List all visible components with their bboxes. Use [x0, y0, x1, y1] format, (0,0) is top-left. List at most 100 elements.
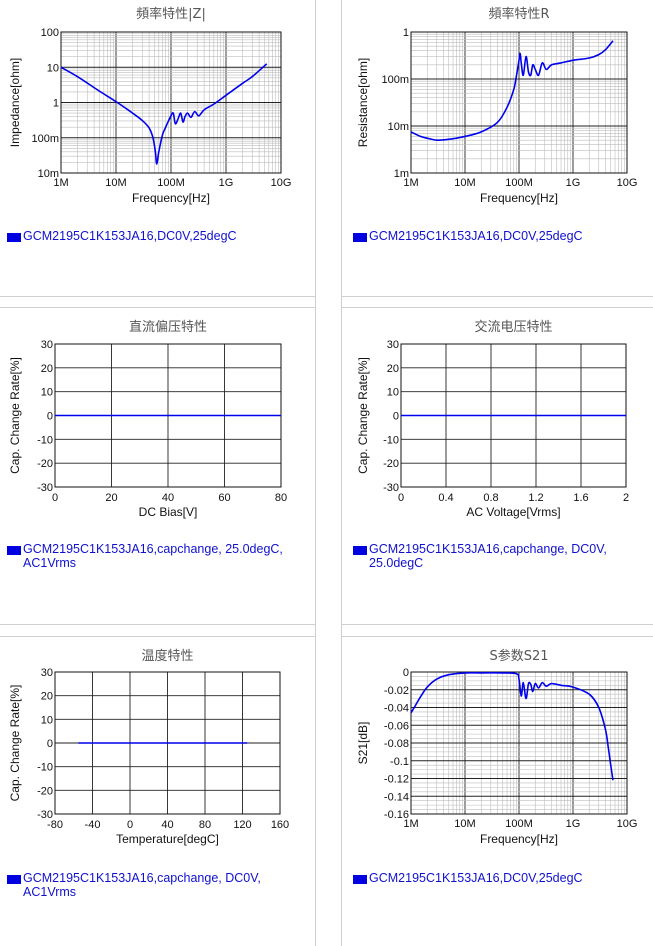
x-tick-label: 0	[398, 492, 404, 504]
temperature-chart: 温度特性 -80 -40 0 40 80 120 160 -30 -20 -10 0 10 20 30 Tem…	[8, 648, 289, 846]
plot-frame	[54, 671, 281, 815]
ac-voltage-chart: 交流电压特性 0 0.4 0.8 1.2 1.6 2 -30 -20 -10 0 10 20 30 AC V…	[356, 319, 629, 519]
y-axis-label: S21[dB]	[356, 722, 370, 765]
row-separator	[0, 624, 316, 625]
y-tick-label: 1	[53, 98, 59, 110]
chart-title: 直流偏压特性	[129, 320, 207, 335]
x-tick-label: 20	[105, 492, 117, 504]
y-axis-label: Cap. Change Rate[%]	[8, 685, 22, 802]
y-tick-label: -30	[37, 482, 53, 494]
x-tick-labels: 0 20 40 60 80	[52, 492, 287, 504]
row-separator	[341, 636, 653, 637]
y-tick-label: 100	[41, 27, 59, 39]
legend: GCM2195C1K153JA16,DC0V,25degC	[353, 229, 649, 243]
x-tick-label: 80	[275, 492, 287, 504]
x-tick-labels: 1M 10M 100M 1G 10G	[403, 177, 637, 189]
impedance-chart-panel: 頻率特性|Z| 1M 10M 100M 1G 10G 10m 100m 1 10 100 Freque…	[0, 0, 315, 296]
y-tick-label: 10	[41, 714, 53, 726]
y-axis-label: Resistance[ohm]	[356, 58, 370, 147]
legend-text: GCM2195C1K153JA16,DC0V,25degC	[369, 229, 583, 243]
y-tick-label: 1	[403, 27, 409, 39]
y-tick-label: 10	[47, 62, 59, 74]
chart-title: 頻率特性R	[488, 6, 549, 22]
x-tick-label: 60	[218, 492, 230, 504]
y-tick-label: 100m	[31, 133, 59, 145]
x-axis-label: Frequency[Hz]	[480, 191, 558, 205]
row-separator	[341, 307, 653, 308]
x-tick-label: 40	[161, 819, 173, 831]
x-tick-label: 10M	[454, 177, 475, 189]
x-tick-label: 2	[623, 492, 629, 504]
y-tick-label: -0.08	[384, 738, 409, 750]
x-tick-label: -80	[47, 819, 63, 831]
x-tick-label: 10M	[454, 818, 475, 830]
legend-swatch	[353, 875, 367, 884]
x-tick-label: -40	[85, 819, 101, 831]
y-tick-label: 30	[41, 667, 53, 679]
legend-swatch	[7, 233, 21, 242]
y-axis-label: Impedance[ohm]	[8, 58, 22, 147]
legend-text: GCM2195C1K153JA16,capchange, DC0V, AC1Vr…	[23, 871, 261, 899]
plot-frame	[60, 31, 282, 174]
y-tick-label: -10	[37, 434, 53, 446]
y-tick-label: -0.16	[384, 809, 409, 821]
x-tick-label: 100M	[157, 177, 185, 189]
y-tick-label: 20	[387, 363, 399, 375]
row-separator	[341, 296, 653, 297]
y-tick-label: 100m	[381, 74, 409, 86]
legend-swatch	[353, 546, 367, 555]
legend-swatch	[353, 233, 367, 242]
x-axis-label: AC Voltage[Vrms]	[466, 505, 560, 519]
y-tick-labels: -30 -20 -10 0 10 20 30	[37, 667, 53, 821]
x-tick-label: 40	[162, 492, 174, 504]
legend: GCM2195C1K153JA16,DC0V,25degC	[7, 229, 307, 243]
x-tick-label: 100M	[505, 177, 533, 189]
y-tick-label: -0.14	[384, 791, 409, 803]
y-tick-label: -30	[383, 482, 399, 494]
dc-bias-chart: 直流偏压特性 0 20 40 60 80 -30 -20 -10 0 10 20 30 DC Bias[V…	[8, 320, 287, 519]
x-axis-label: Frequency[Hz]	[132, 191, 210, 205]
x-tick-label: 1G	[566, 177, 581, 189]
plot-frame	[410, 31, 628, 174]
x-tick-labels: 1M 10M 100M 1G 10G	[53, 177, 291, 189]
legend: GCM2195C1K153JA16,capchange, DC0V, 25.0d…	[353, 542, 649, 570]
x-tick-labels: -80 -40 0 40 80 120 160	[47, 819, 289, 831]
y-tick-label: 0	[47, 411, 53, 423]
dc-bias-chart-panel: 直流偏压特性 0 20 40 60 80 -30 -20 -10 0 10 20 30 DC Bias[V…	[0, 308, 315, 624]
legend-swatch	[7, 546, 21, 555]
y-tick-label: -0.06	[384, 720, 409, 732]
column-separator	[341, 0, 342, 946]
y-tick-label: 1m	[394, 168, 409, 180]
y-tick-label: -20	[383, 458, 399, 470]
series-line	[60, 63, 268, 165]
grid	[61, 32, 281, 173]
grid	[55, 344, 281, 487]
x-tick-label: 160	[271, 819, 289, 831]
x-tick-label: 80	[199, 819, 211, 831]
x-tick-label: 100M	[505, 818, 533, 830]
x-tick-label: 1M	[53, 177, 68, 189]
y-tick-label: -30	[37, 809, 53, 821]
grid	[411, 672, 627, 814]
y-tick-label: -0.02	[384, 685, 409, 697]
y-tick-label: -0.1	[390, 756, 409, 768]
y-tick-label: 20	[41, 691, 53, 703]
y-tick-label: 10m	[388, 121, 409, 133]
plot-frame	[410, 671, 628, 815]
x-tick-labels: 1M 10M 100M 1G 10G	[403, 818, 637, 830]
row-separator	[0, 296, 316, 297]
legend: GCM2195C1K153JA16,capchange, 25.0degC, A…	[7, 542, 307, 570]
legend-text: GCM2195C1K153JA16,capchange, 25.0degC, A…	[23, 542, 283, 570]
x-tick-label: 0	[127, 819, 133, 831]
y-tick-label: -10	[37, 762, 53, 774]
y-tick-label: 10	[387, 387, 399, 399]
resistance-chart-panel: 頻率特性R 1M 10M 100M 1G 10G 1m 10m 100m 1 Frequency[H…	[342, 0, 653, 296]
x-tick-label: 1G	[219, 177, 234, 189]
legend: GCM2195C1K153JA16,capchange, DC0V, AC1Vr…	[7, 871, 307, 899]
x-tick-label: 0	[52, 492, 58, 504]
y-tick-label: 10m	[38, 168, 59, 180]
x-tick-label: 1.2	[528, 492, 543, 504]
legend-text: GCM2195C1K153JA16,capchange, DC0V, 25.0d…	[369, 542, 607, 570]
y-tick-label: -10	[383, 434, 399, 446]
y-tick-label: -0.12	[384, 774, 409, 786]
